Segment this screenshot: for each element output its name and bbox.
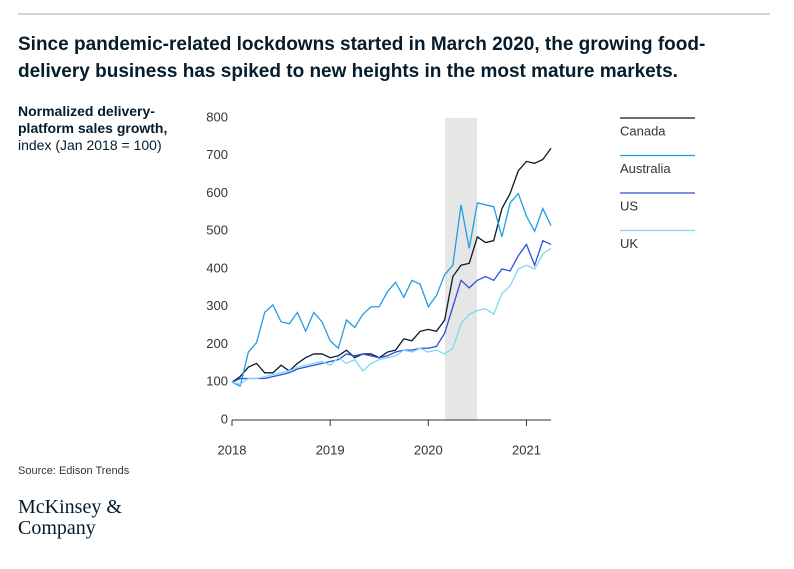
- legend-label: US: [620, 198, 638, 213]
- plot: 0 100 200 300 400 500 600 700 800 2018 2019 2020 202…: [206, 109, 695, 457]
- x-tick-label: 2019: [316, 442, 345, 457]
- y-tick-label: 700: [206, 147, 228, 162]
- legend-label: Canada: [620, 123, 666, 138]
- y-tick-label: 300: [206, 298, 228, 313]
- y-axis-label: Normalized delivery-platform sales growt…: [18, 103, 178, 154]
- y-tick-label: 800: [206, 109, 228, 124]
- source: Source: Edison Trends: [18, 465, 130, 477]
- y-tick-label: 100: [206, 374, 228, 389]
- series-line: [231, 192, 552, 387]
- logo: McKinsey & Company: [18, 496, 122, 539]
- y-tick-label: 400: [206, 260, 228, 275]
- legend-label: Australia: [620, 161, 671, 176]
- y-tick-label: 200: [206, 336, 228, 351]
- y-tick-label: 500: [206, 223, 228, 238]
- x-tick-label: 2020: [414, 442, 443, 457]
- x-tick-label: 2021: [512, 442, 541, 457]
- y-axis-label-main: Normalized delivery-platform sales growt…: [18, 103, 168, 136]
- x-tick-label: 2018: [218, 442, 247, 457]
- chart-title: Since pandemic-related lockdowns started…: [18, 34, 706, 82]
- series-line: [231, 239, 552, 383]
- legend-label: UK: [620, 236, 638, 251]
- y-axis-label-unit: index (Jan 2018 = 100): [18, 137, 162, 153]
- series-line: [231, 247, 552, 385]
- y-tick-label: 0: [221, 411, 228, 426]
- series-line: [231, 147, 552, 383]
- y-tick-label: 600: [206, 185, 228, 200]
